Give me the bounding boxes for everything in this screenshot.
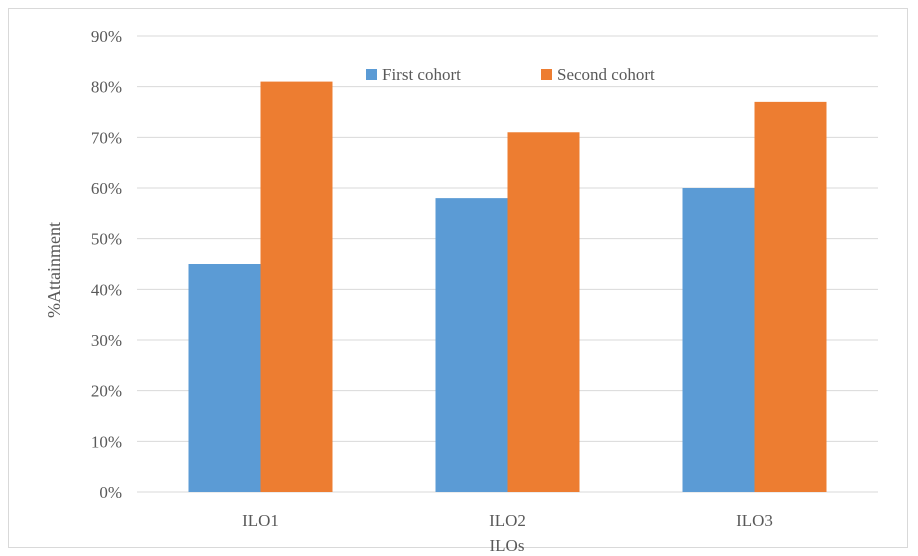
- bar-ilo1-first-cohort: [188, 264, 261, 492]
- legend-swatch-second-cohort: [541, 69, 552, 80]
- y-axis-ticks: 0% 10% 20% 30% 40% 50% 60% 70% 80% 90%: [91, 27, 122, 502]
- bar-ilo1-second-cohort: [260, 81, 333, 492]
- bar-ilo3-first-cohort: [682, 188, 755, 492]
- x-axis-label: ILOs: [490, 536, 525, 555]
- legend-swatch-first-cohort: [366, 69, 377, 80]
- y-tick-label-10: 10%: [91, 432, 122, 451]
- bar-ilo2-first-cohort: [435, 198, 508, 492]
- y-tick-label-40: 40%: [91, 280, 122, 299]
- y-tick-label-0: 0%: [99, 483, 122, 502]
- y-tick-label-60: 60%: [91, 179, 122, 198]
- y-tick-label-20: 20%: [91, 382, 122, 401]
- y-tick-label-90: 90%: [91, 27, 122, 46]
- x-tick-label-ilo3: ILO3: [736, 511, 773, 530]
- legend-label-second-cohort: Second cohort: [557, 65, 655, 84]
- bar-ilo2-second-cohort: [507, 132, 580, 492]
- y-tick-label-30: 30%: [91, 331, 122, 350]
- x-axis-ticks: ILO1 ILO2 ILO3: [242, 511, 773, 530]
- legend: First cohort Second cohort: [366, 65, 655, 84]
- bars: [188, 81, 827, 492]
- y-tick-label-80: 80%: [91, 78, 122, 97]
- x-tick-label-ilo1: ILO1: [242, 511, 279, 530]
- x-tick-label-ilo2: ILO2: [489, 511, 526, 530]
- y-axis-label: %Attainment: [44, 222, 64, 318]
- legend-label-first-cohort: First cohort: [382, 65, 461, 84]
- y-tick-label-50: 50%: [91, 230, 122, 249]
- bar-ilo3-second-cohort: [754, 101, 827, 492]
- y-tick-label-70: 70%: [91, 128, 122, 147]
